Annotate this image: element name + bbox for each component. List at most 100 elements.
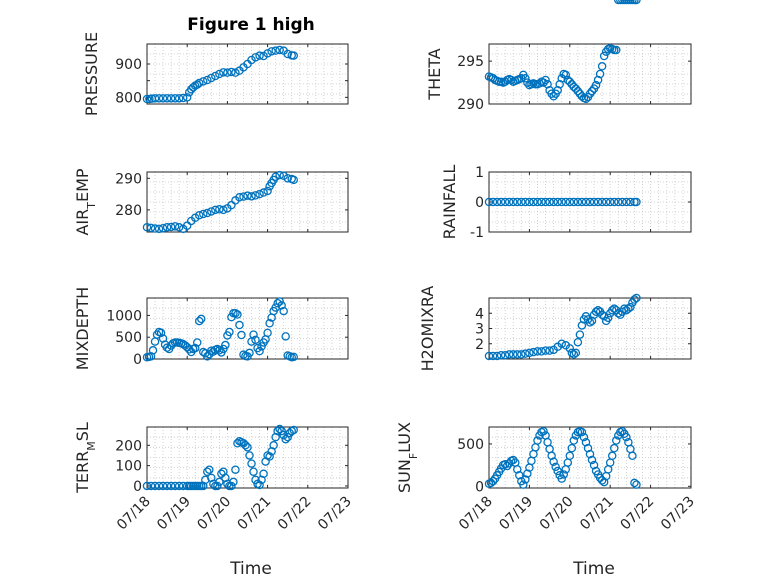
data-point — [227, 67, 236, 77]
data-point — [203, 352, 212, 361]
data-point — [142, 94, 152, 104]
data-point — [488, 351, 498, 361]
data-point — [263, 328, 272, 338]
data-point — [525, 197, 534, 207]
data-point — [500, 350, 510, 360]
data-point — [203, 208, 212, 218]
axes-box — [146, 426, 349, 489]
subplot-mixdepth: 0 500 1000 MIXDEPTH — [73, 287, 349, 370]
subplot-terr-msl: 0 100 200 07/18 07/19 07/20 07/21 07/22 07/23 TER… — [73, 422, 355, 533]
data-point — [150, 224, 160, 233]
data-point — [557, 339, 566, 348]
data-point — [583, 443, 593, 453]
data-point — [593, 197, 603, 207]
data-point — [245, 451, 254, 460]
data-point — [166, 222, 176, 232]
series-markers — [484, 197, 641, 207]
data-point — [626, 197, 635, 207]
data-point — [605, 197, 615, 207]
data-point — [148, 346, 158, 355]
data-point — [273, 298, 282, 308]
data-point — [601, 197, 611, 207]
data-point — [567, 443, 577, 453]
x-tick-label: 07/23 — [315, 494, 355, 534]
series-markers — [484, 293, 641, 361]
data-point — [508, 455, 518, 465]
data-point — [585, 197, 595, 207]
data-point — [521, 74, 530, 83]
data-point — [271, 172, 280, 181]
data-point — [587, 455, 597, 465]
data-point — [599, 51, 609, 61]
data-point — [567, 348, 577, 358]
data-point — [553, 197, 562, 207]
y-tick-label: 295 — [457, 54, 484, 70]
data-point — [545, 346, 554, 355]
data-point — [271, 46, 280, 55]
data-point — [182, 93, 192, 102]
data-point — [255, 480, 264, 490]
subplot-theta: 290 295 THETA — [425, 0, 692, 113]
data-point — [247, 459, 256, 468]
data-point — [174, 223, 184, 232]
data-point — [492, 197, 502, 207]
y-tick-label: 100 — [115, 459, 142, 475]
data-point — [609, 443, 619, 453]
data-point — [237, 330, 246, 340]
data-point — [251, 53, 260, 62]
x-tick-label: 07/20 — [537, 494, 577, 534]
data-point — [203, 467, 212, 476]
x-tick-label: 07/23 — [658, 494, 698, 534]
data-point — [184, 345, 194, 354]
data-point — [571, 84, 581, 93]
x-tick-label: 07/21 — [235, 494, 275, 534]
data-point — [233, 439, 242, 448]
data-point — [581, 94, 591, 104]
series-markers — [142, 45, 298, 104]
data-point — [156, 328, 166, 338]
data-point — [577, 427, 587, 437]
data-point — [521, 197, 530, 207]
data-point — [158, 223, 168, 233]
data-point — [539, 426, 548, 436]
data-point — [283, 432, 292, 442]
data-point — [170, 94, 180, 103]
data-point — [549, 457, 558, 466]
data-point — [603, 313, 613, 323]
y-tick-label: 2 — [475, 337, 484, 353]
subplot-grid: 800900PRESSURE280290AIRTEMP05001000MIXDE… — [73, 0, 698, 533]
data-point — [632, 480, 641, 489]
y-axis-label: MIXDEPTH — [73, 287, 92, 370]
data-point — [541, 75, 550, 85]
axes-box — [146, 171, 349, 233]
data-point — [162, 343, 172, 352]
data-point — [219, 68, 228, 77]
data-point — [484, 197, 494, 207]
data-point — [275, 170, 284, 180]
data-point — [517, 350, 526, 359]
data-point — [146, 223, 156, 233]
data-point — [565, 197, 575, 207]
data-point — [618, 426, 627, 436]
data-point — [243, 443, 252, 452]
series-markers — [142, 297, 298, 362]
series-markers — [484, 426, 641, 489]
y-axis-label: AIRTEMP — [73, 168, 98, 235]
data-point — [283, 49, 292, 59]
data-point — [549, 197, 558, 207]
subplot-pressure: 800 900 PRESSURE — [82, 32, 349, 116]
data-point — [565, 344, 575, 353]
figure-title: Figure 1 high — [187, 15, 315, 35]
data-point — [249, 467, 258, 476]
data-point — [585, 449, 595, 459]
data-point — [591, 80, 601, 90]
series-markers — [484, 0, 641, 104]
data-point — [259, 469, 268, 479]
y-tick-label: 0 — [475, 195, 484, 211]
y-tick-label: 290 — [115, 171, 142, 187]
data-point — [215, 477, 224, 487]
x-tick-label: 07/22 — [275, 494, 315, 534]
data-point — [488, 476, 498, 486]
grid — [147, 427, 348, 488]
data-point — [561, 197, 571, 207]
